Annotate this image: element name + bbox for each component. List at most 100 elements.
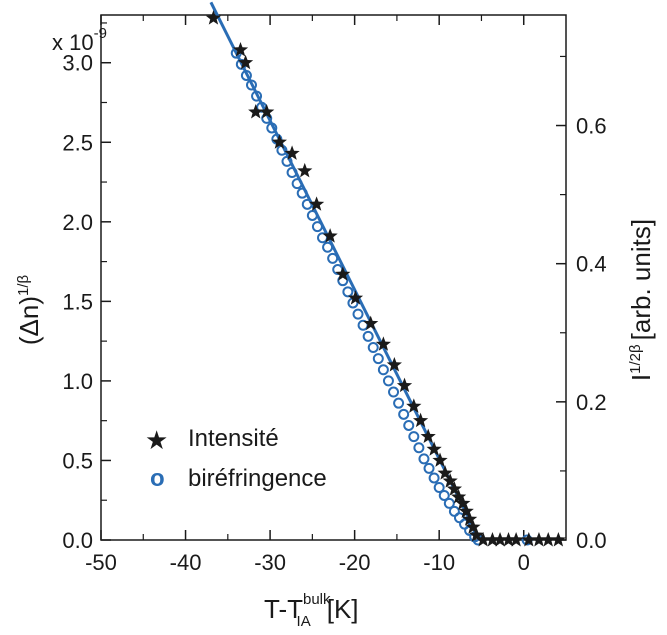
legend-label-intensite: Intensité [188, 425, 279, 452]
data-marks [205, 10, 566, 547]
birefringence-point [327, 252, 339, 264]
birefringence-point [291, 178, 303, 190]
birefringence-point [240, 69, 252, 81]
y-right-tick-label: 0.2 [576, 390, 607, 415]
intensite-point [232, 42, 249, 57]
birefringence-point [286, 167, 298, 178]
intensite-point [396, 377, 413, 393]
intensite-point [259, 104, 275, 119]
intensite-point [237, 54, 254, 70]
plot-frame [100, 14, 567, 541]
intensite-point [412, 412, 429, 428]
intensite-point [442, 473, 458, 488]
intensite-point [540, 532, 556, 547]
birefringence-point [352, 308, 364, 320]
intensite-point [508, 532, 524, 547]
birefringence-point [398, 408, 410, 420]
intensite-point [550, 532, 566, 547]
y-axis-right-title: I1/2β[arb. units] [626, 219, 656, 381]
y-axis-left-title: (Δn)1/β [14, 274, 44, 345]
intensite-point [322, 228, 338, 243]
intensite-point [455, 495, 471, 510]
intensite-point [284, 145, 300, 160]
y-multiplier: x 10-9 [52, 25, 107, 55]
birefringence-point [367, 342, 379, 353]
tick-labels: -50 -40 -30 -20 -10 0 0.0 0.5 1.0 1.5 2.0 2.5 3.0 0.0… [62, 51, 606, 575]
birefringence-point [423, 462, 435, 474]
legend-marker-birefringence: o [150, 465, 165, 492]
intensite-point [248, 104, 264, 119]
intensite-point [308, 196, 325, 211]
birefringence-point [245, 79, 257, 91]
y-left-tick-label: 0.0 [62, 528, 93, 553]
birefringence-point [251, 90, 263, 102]
birefringence-point [438, 489, 450, 501]
intensite-point [462, 511, 478, 526]
y-right-tick-label: 0.4 [576, 252, 607, 277]
birefringence-point [403, 419, 415, 431]
intensite-point [297, 162, 313, 178]
birefringence-point [301, 198, 313, 210]
x-axis-title: T-Tbulk IA [K] [264, 591, 359, 630]
intensite-point [451, 489, 467, 504]
birefringence-point [322, 241, 334, 253]
birefringence-point [266, 122, 278, 134]
intensite-point [500, 532, 517, 547]
birefringence-point [342, 286, 354, 298]
legend-label-birefringence: biréfringence [188, 465, 327, 492]
intensite-point [458, 503, 474, 518]
birefringence-point [408, 431, 420, 443]
intensite-point [205, 10, 222, 25]
y-right-tick-label: 0.0 [576, 528, 607, 553]
intensite-point [468, 527, 484, 542]
birefringence-point [443, 497, 455, 509]
birefringence-point [306, 209, 318, 221]
intensite-point [420, 428, 436, 444]
birefringence-point [372, 353, 384, 365]
intensite-point [446, 481, 463, 496]
birefringence-point [428, 472, 440, 484]
intensite-point [465, 519, 481, 534]
intensite-point [386, 357, 402, 372]
y-right-tick-label: 0.6 [576, 114, 607, 139]
plot-border [100, 14, 567, 541]
birefringence-point [296, 187, 308, 199]
x-tick-label: -10 [423, 550, 455, 575]
birefringence-point [418, 453, 430, 465]
intensite-point [347, 290, 364, 305]
intensite-point [521, 532, 537, 547]
intensite-point [375, 336, 391, 351]
y-left-tick-label: 1.5 [62, 289, 93, 314]
y-left-tick-label: 2.0 [62, 210, 93, 235]
x-tick-label: -20 [339, 550, 371, 575]
intensite-point [437, 465, 453, 480]
intensite-point [363, 315, 379, 331]
birefringence-point [388, 386, 400, 398]
axis-ticks [100, 15, 566, 541]
intensite-point [475, 532, 491, 547]
y-left-tick-label: 1.0 [62, 369, 93, 394]
intensite-point [426, 441, 442, 456]
x-tick-label: -50 [85, 550, 117, 575]
birefringence-point [393, 397, 405, 409]
y-left-tick-label: 2.5 [62, 130, 93, 155]
intensite-point [406, 398, 422, 413]
birefringence-point [281, 155, 293, 167]
y-left-tick-label: 3.0 [62, 51, 93, 76]
birefringence-point [362, 330, 374, 342]
x-tick-label: -30 [254, 550, 286, 575]
intensite-point [531, 532, 547, 547]
intensite-point [432, 452, 448, 467]
x-tick-label: -40 [170, 550, 202, 575]
intensite-point [484, 532, 501, 547]
intensite-point [492, 532, 508, 547]
legend: ★ Intensité o biréfringence [145, 425, 327, 492]
birefringence-point [433, 482, 445, 493]
birefringence-point [413, 442, 425, 454]
legend-marker-intensite: ★ [145, 426, 168, 456]
intensite-point [271, 134, 287, 149]
birefringence-point [311, 221, 323, 233]
x-tick-label: 0 [518, 550, 530, 575]
intensite-point [335, 266, 351, 281]
